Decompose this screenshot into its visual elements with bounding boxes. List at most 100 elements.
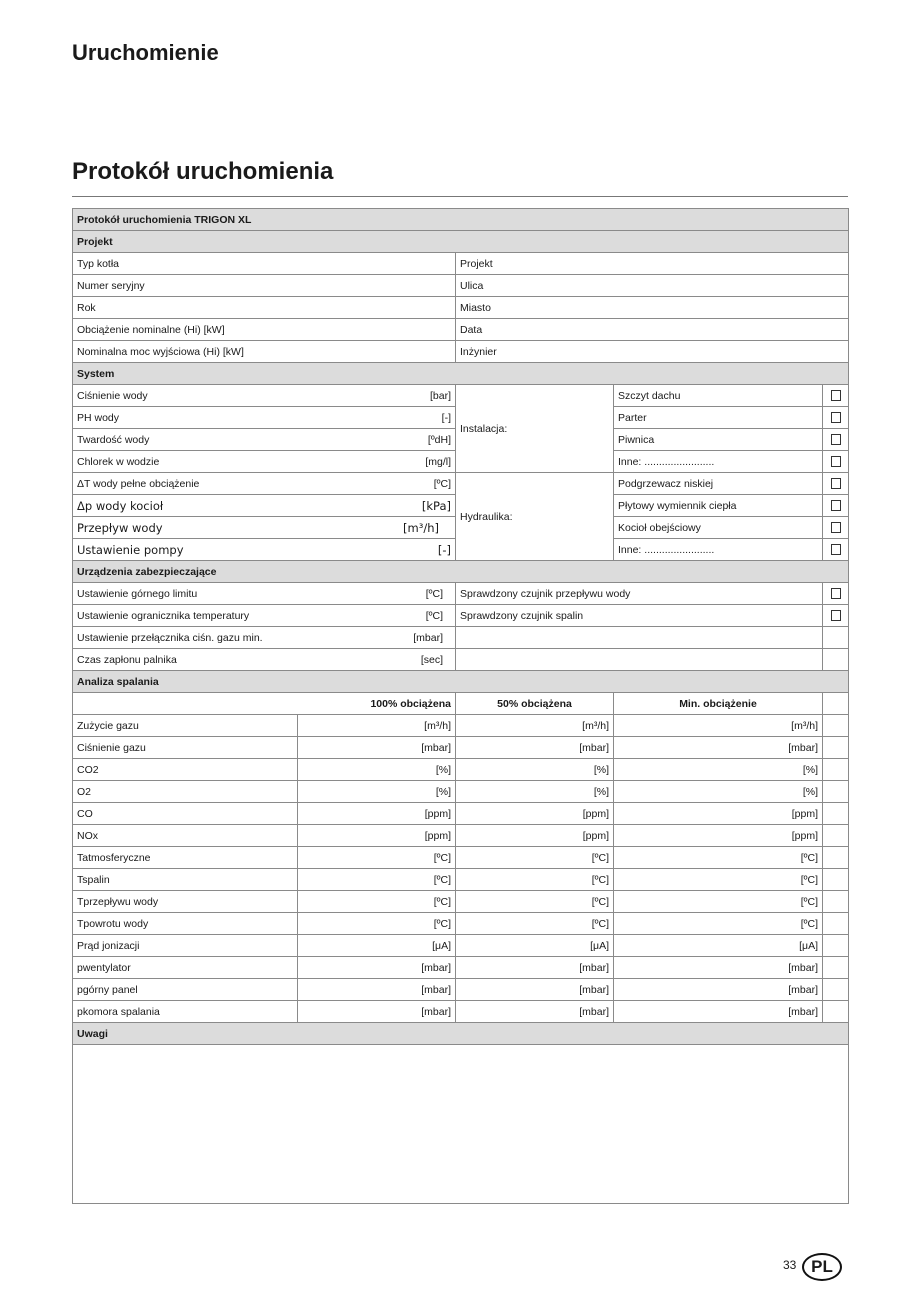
field-label[interactable]: Data: [455, 318, 849, 341]
field-label[interactable]: Numer seryjny: [72, 274, 456, 297]
option-checkbox[interactable]: [822, 494, 849, 517]
field-label[interactable]: Ustawienie ogranicznika temperatury [ºC]: [72, 604, 456, 627]
measurement-input[interactable]: [ppm]: [455, 824, 614, 847]
measurement-input[interactable]: [m³/h]: [297, 714, 456, 737]
option-checkbox[interactable]: [822, 428, 849, 451]
checkbox-icon[interactable]: [830, 544, 841, 556]
measurement-input[interactable]: [mbar]: [297, 1000, 456, 1023]
field-name: Czas zapłonu palnika: [77, 653, 177, 666]
measurement-input[interactable]: [ppm]: [297, 824, 456, 847]
measurement-label: CO: [72, 802, 298, 825]
measurement-input[interactable]: [mbar]: [455, 736, 614, 759]
field-name: ΔT wody pełne obciążenie: [77, 477, 200, 490]
measurement-input[interactable]: [m³/h]: [455, 714, 614, 737]
option-checkbox[interactable]: [822, 384, 849, 407]
field-unit: [ºC]: [425, 587, 443, 600]
measurement-input[interactable]: [ºC]: [613, 868, 823, 891]
field-label[interactable]: Typ kotła: [72, 252, 456, 275]
checkbox-icon[interactable]: [830, 456, 841, 468]
measurement-input[interactable]: [mbar]: [613, 956, 823, 979]
field-label[interactable]: Nominalna moc wyjściowa (Hi) [kW]: [72, 340, 456, 363]
checkbox-icon[interactable]: [830, 390, 841, 402]
option-checkbox[interactable]: [822, 538, 849, 561]
measurement-input[interactable]: [ºC]: [455, 846, 614, 869]
field-label[interactable]: Ustawienie górnego limitu [ºC]: [72, 582, 456, 605]
field-label[interactable]: Miasto: [455, 296, 849, 319]
measurement-input[interactable]: [ºC]: [455, 890, 614, 913]
field-label[interactable]: Ustawienie przełącznika ciśn. gazu min. […: [72, 626, 456, 649]
field-label[interactable]: Twardość wody [ºdH]: [72, 428, 456, 451]
measurement-input[interactable]: [%]: [297, 780, 456, 803]
measurement-input[interactable]: [mbar]: [613, 1000, 823, 1023]
checkbox-icon[interactable]: [830, 434, 841, 446]
measurement-input[interactable]: [μA]: [297, 934, 456, 957]
measurement-input[interactable]: [ºC]: [455, 868, 614, 891]
option-checkbox[interactable]: [822, 472, 849, 495]
measurement-label: Ciśnienie gazu: [72, 736, 298, 759]
measurement-input[interactable]: [%]: [297, 758, 456, 781]
measurement-input[interactable]: [m³/h]: [613, 714, 823, 737]
measurement-input[interactable]: [mbar]: [613, 978, 823, 1001]
notes-field[interactable]: [72, 1044, 849, 1204]
measurement-input[interactable]: [ºC]: [455, 912, 614, 935]
measurement-input[interactable]: [mbar]: [455, 956, 614, 979]
option-checkbox[interactable]: [822, 516, 849, 539]
field-label[interactable]: Ulica: [455, 274, 849, 297]
measurement-input[interactable]: [mbar]: [297, 978, 456, 1001]
measurement-input[interactable]: [%]: [455, 758, 614, 781]
field-label[interactable]: Projekt: [455, 252, 849, 275]
checkbox-icon[interactable]: [830, 412, 841, 424]
check-checkbox[interactable]: [822, 604, 849, 627]
measurement-input[interactable]: [μA]: [455, 934, 614, 957]
measurement-input[interactable]: [ºC]: [297, 846, 456, 869]
measurement-input[interactable]: [ºC]: [613, 846, 823, 869]
field-name: Chlorek w wodzie: [77, 455, 160, 468]
empty-cell: [822, 714, 849, 737]
measurement-input[interactable]: [ppm]: [455, 802, 614, 825]
checkbox-icon[interactable]: [830, 610, 841, 622]
checkbox-icon[interactable]: [830, 522, 841, 534]
field-label[interactable]: Δp wody kocioł [kPa]: [72, 494, 456, 517]
page-title: Protokół uruchomienia: [72, 158, 334, 185]
field-label[interactable]: Chlorek w wodzie [mg/l]: [72, 450, 456, 473]
field-label[interactable]: ΔT wody pełne obciążenie [ºC]: [72, 472, 456, 495]
measurement-input[interactable]: [%]: [613, 758, 823, 781]
measurement-input[interactable]: [%]: [455, 780, 614, 803]
measurement-input[interactable]: [ppm]: [613, 824, 823, 847]
measurement-input[interactable]: [ºC]: [613, 912, 823, 935]
measurement-label: Tpowrotu wody: [72, 912, 298, 935]
check-checkbox[interactable]: [822, 582, 849, 605]
field-label[interactable]: Przepływ wody [m³/h]: [72, 516, 456, 539]
section-label: Projekt: [72, 230, 849, 253]
field-label[interactable]: Czas zapłonu palnika [sec]: [72, 648, 456, 671]
measurement-input[interactable]: [mbar]: [455, 1000, 614, 1023]
table-row: Czas zapłonu palnika [sec]: [72, 648, 849, 671]
measurement-input[interactable]: [ºC]: [297, 868, 456, 891]
measurement-input[interactable]: [ppm]: [613, 802, 823, 825]
checkbox-icon[interactable]: [830, 500, 841, 512]
option-checkbox[interactable]: [822, 406, 849, 429]
measurement-input[interactable]: [μA]: [613, 934, 823, 957]
measurement-input[interactable]: [mbar]: [455, 978, 614, 1001]
measurement-input[interactable]: [ºC]: [297, 912, 456, 935]
checkbox-icon[interactable]: [830, 588, 841, 600]
field-label[interactable]: Ciśnienie wody [bar]: [72, 384, 456, 407]
field-label[interactable]: PH wody [-]: [72, 406, 456, 429]
empty-cell: [822, 868, 849, 891]
empty-cell: [822, 736, 849, 759]
measurement-input[interactable]: [mbar]: [297, 956, 456, 979]
measurement-input[interactable]: [mbar]: [297, 736, 456, 759]
measurement-input[interactable]: [ppm]: [297, 802, 456, 825]
field-label[interactable]: Obciążenie nominalne (Hi) [kW]: [72, 318, 456, 341]
field-label[interactable]: Ustawienie pompy [-]: [72, 538, 456, 561]
measurement-input[interactable]: [mbar]: [613, 736, 823, 759]
measurement-input[interactable]: [ºC]: [297, 890, 456, 913]
measurement-input[interactable]: [%]: [613, 780, 823, 803]
option-checkbox[interactable]: [822, 450, 849, 473]
field-name: Przepływ wody: [77, 520, 163, 535]
checkbox-icon[interactable]: [830, 478, 841, 490]
notes-row: [72, 1044, 849, 1204]
measurement-input[interactable]: [ºC]: [613, 890, 823, 913]
field-label[interactable]: Inżynier: [455, 340, 849, 363]
field-label[interactable]: Rok: [72, 296, 456, 319]
